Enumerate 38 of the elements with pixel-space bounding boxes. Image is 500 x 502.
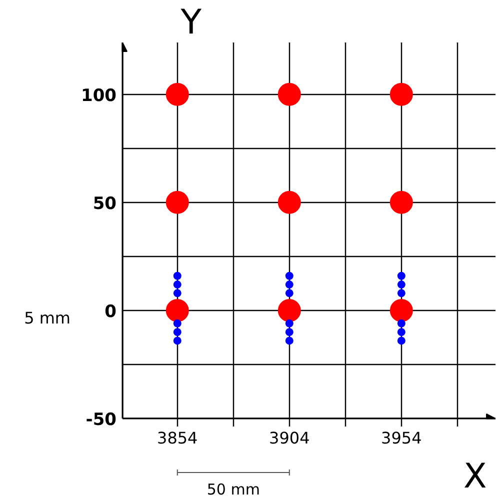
point [397, 328, 406, 336]
x-axis-title: X [464, 456, 487, 496]
point [285, 328, 294, 336]
point [285, 336, 294, 345]
text: 50 mm [206, 480, 260, 498]
point [397, 289, 406, 298]
x-tick-label: 3904 [269, 428, 310, 448]
point [285, 289, 294, 298]
y-tick-label: -50 [86, 410, 117, 430]
point [397, 319, 406, 328]
text: 5 mm [24, 308, 70, 328]
point [173, 280, 182, 289]
point [173, 319, 182, 328]
point [285, 319, 294, 328]
point [285, 272, 294, 280]
point [278, 298, 301, 322]
point [173, 289, 182, 298]
y-tick-label: 0 [104, 302, 117, 322]
point [166, 298, 189, 322]
point [173, 336, 182, 345]
x-tick-label: 3954 [381, 428, 422, 448]
y-axis-title: Y [180, 2, 202, 42]
point [390, 190, 413, 214]
point [173, 272, 182, 280]
point [278, 190, 301, 214]
y-tick-label: 100 [81, 86, 117, 106]
point [390, 298, 413, 322]
point [397, 336, 406, 345]
x-tick-label: 3854 [157, 428, 198, 448]
point [397, 272, 406, 280]
point [397, 280, 406, 289]
y-tick-label: 50 [92, 194, 117, 214]
point [285, 280, 294, 289]
point [166, 190, 189, 214]
point [173, 328, 182, 336]
point [166, 82, 189, 106]
point [278, 82, 301, 106]
point [390, 82, 413, 106]
